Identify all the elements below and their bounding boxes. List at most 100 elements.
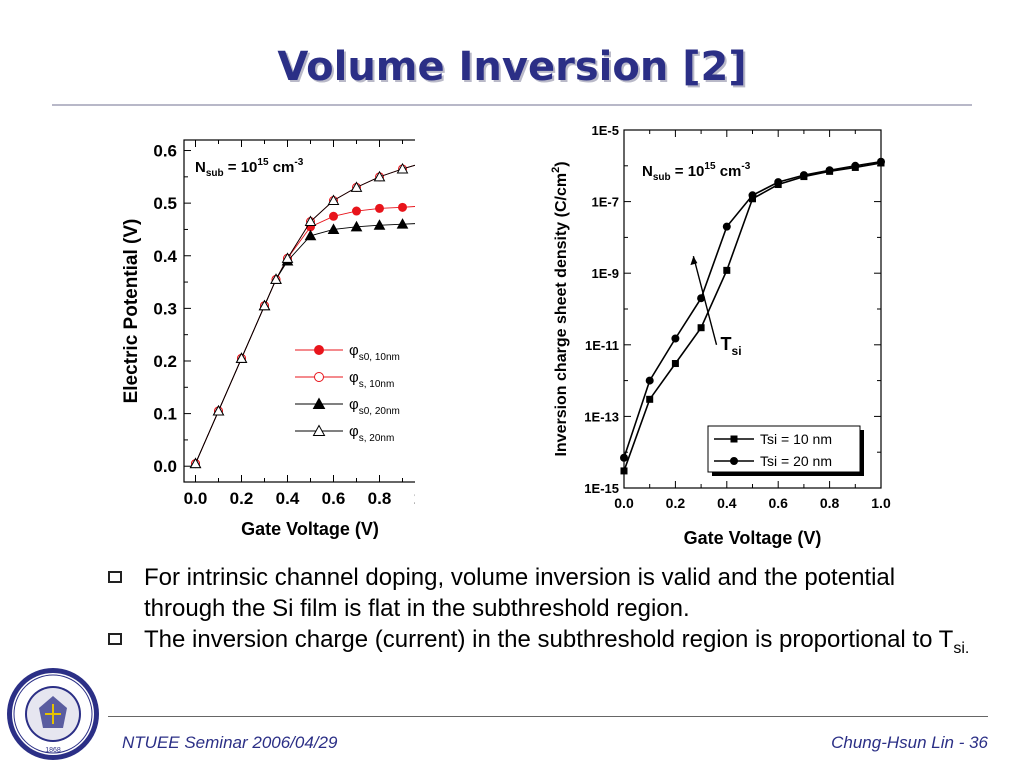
tsi-arrowhead (690, 256, 698, 266)
data-point (697, 324, 705, 332)
x-tick-label: 1.0 (871, 495, 891, 511)
footer-divider (108, 716, 988, 717)
bullet-item: For intrinsic channel doping, volume inv… (100, 562, 980, 624)
legend-symbol: φ (349, 423, 359, 440)
x-tick-label: 0.4 (717, 495, 737, 511)
x-tick-label: 0.2 (666, 495, 686, 511)
annotation-n: N (195, 159, 206, 176)
data-point (189, 457, 202, 469)
data-point (314, 345, 324, 355)
y-axis-label: Inversion charge sheet density (C/cm2) (550, 161, 570, 456)
charge-density-chart: 1E-5 1E-7 1E-9 1E-11 1E-13 1E-150.0 0.2 0.4 0.6 0… (550, 123, 891, 548)
data-point (748, 191, 757, 200)
data-point (620, 467, 628, 475)
y-tick-label: 0.2 (153, 352, 177, 371)
bullet-item: The inversion charge (current) in the su… (100, 624, 980, 664)
chart-annotation: Nsub = 1015 cm-3 (642, 161, 751, 183)
legend-symbol: φ (349, 396, 359, 413)
data-point (281, 252, 294, 263)
potential-chart: 0.0 0.1 0.2 0.3 0.4 0.5 0.6 0.0 0.2 0.4 0.6 0.8 1.0 G… (121, 139, 415, 539)
data-point (258, 299, 271, 311)
x-tick-label: 0.0 (184, 489, 208, 508)
data-point (851, 161, 860, 170)
bullet-text-main: The inversion charge (current) in the su… (144, 626, 954, 653)
annotation-sup: 15 (257, 157, 269, 168)
chart-annotation: Nsub = 1015 cm-3 (195, 157, 304, 179)
data-point (312, 424, 326, 436)
data-point (396, 218, 409, 229)
data-point (314, 372, 324, 382)
legend-sub: s, 20nm (359, 433, 395, 444)
annotation-sup: 15 (704, 161, 716, 172)
tsi-arrow (692, 255, 718, 345)
data-point (373, 219, 386, 230)
annotation-unit: cm (269, 159, 295, 176)
data-point (350, 181, 363, 192)
slide-title: Volume Inversion [2] (277, 44, 747, 90)
x-tick-label: 0.0 (614, 495, 634, 511)
legend-symbol: φ (349, 369, 359, 386)
annotation-unit: cm (716, 163, 742, 180)
x-tick-label: 0.8 (820, 495, 840, 511)
y-tick-label: 1E-11 (585, 338, 619, 353)
data-point (877, 157, 885, 166)
legend-symbol: φ (349, 342, 359, 359)
y-tick-label: 0.1 (153, 405, 177, 424)
y-axis-label-sup: 2 (550, 167, 562, 173)
x-axis-label: Gate Voltage (V) (241, 519, 379, 539)
legend-label: φs, 20nm (349, 423, 394, 444)
legend-label: φs0, 10nm (349, 342, 400, 363)
tsi-label: Tsi (721, 334, 742, 358)
y-tick-label: 1E-15 (584, 481, 619, 496)
data-point (620, 453, 628, 462)
series-line (195, 164, 415, 464)
bullet-text: For intrinsic channel doping, volume inv… (144, 564, 896, 622)
x-tick-label: 0.6 (322, 489, 346, 508)
x-axis-label: Gate Voltage (V) (684, 528, 822, 548)
data-point (352, 206, 361, 216)
data-point (373, 170, 386, 182)
y-tick-label: 0.6 (153, 142, 177, 161)
data-point (270, 273, 282, 284)
seal-year: 1868 (45, 747, 61, 754)
data-point (646, 395, 654, 403)
bullet-list: For intrinsic channel doping, volume inv… (100, 562, 980, 664)
data-point (730, 435, 738, 443)
series-line (623, 162, 882, 472)
legend-sub: s, 10nm (359, 379, 395, 390)
data-point (722, 222, 731, 231)
footer-author-page: Chung-Hsun Lin - 36 (831, 733, 988, 752)
series-line (195, 206, 415, 464)
tsi-label-main: T (721, 334, 732, 354)
y-axis-label-end: ) (553, 161, 570, 166)
data-point (350, 220, 363, 232)
legend-label: Tsi = 20 nm (760, 453, 832, 469)
data-point (799, 171, 808, 180)
annotation-unit-sup: -3 (741, 161, 750, 172)
legend-label: Tsi = 10 nm (760, 431, 832, 447)
tsi-label-sub: si (732, 344, 742, 358)
data-point (327, 223, 340, 234)
data-point (304, 215, 317, 227)
y-tick-label: 1E-5 (592, 123, 619, 138)
y-tick-label: 1E-7 (592, 195, 619, 210)
x-tick-label: 0.2 (230, 489, 254, 508)
title-divider (52, 104, 972, 106)
data-point (329, 211, 338, 221)
legend-label: φs, 10nm (349, 369, 394, 390)
x-tick-label: 1.0 (414, 489, 415, 508)
data-point (723, 266, 731, 274)
y-tick-label: 1E-9 (592, 266, 619, 281)
legend-label: φs0, 20nm (349, 396, 400, 417)
data-point (327, 194, 340, 206)
y-tick-label: 0.0 (153, 457, 177, 476)
legend-sub: s0, 20nm (359, 406, 400, 417)
legend-sub: s0, 10nm (359, 352, 400, 363)
data-point (774, 178, 783, 187)
y-tick-label: 1E-13 (584, 409, 619, 424)
checkbox-bullet-icon (108, 571, 122, 583)
bullet-text: The inversion charge (current) in the su… (144, 624, 980, 664)
x-tick-label: 0.4 (276, 489, 300, 508)
data-point (396, 162, 409, 174)
data-point (375, 203, 384, 213)
